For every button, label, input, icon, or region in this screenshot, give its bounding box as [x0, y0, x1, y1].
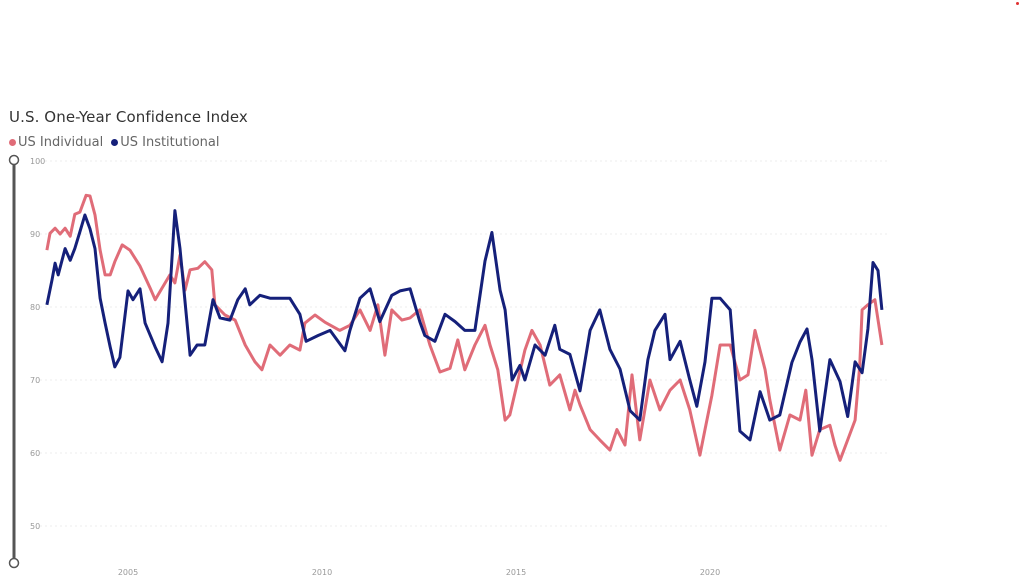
legend: US Individual US Institutional — [9, 135, 224, 150]
y-tick-label: 100 — [30, 157, 45, 166]
series-line-us-institutional[interactable] — [45, 209, 884, 442]
y-axis: 100 90 80 70 60 50 — [30, 157, 45, 531]
x-tick-label: 2020 — [700, 568, 720, 577]
legend-marker-icon — [9, 139, 16, 146]
legend-label: US Institutional — [120, 135, 220, 150]
series-line-us-individual[interactable] — [45, 193, 884, 462]
legend-item-us-individual[interactable]: US Individual — [9, 135, 103, 150]
chart-title: U.S. One-Year Confidence Index — [9, 108, 248, 126]
x-axis: 2005 2010 2015 2020 — [118, 568, 720, 577]
x-tick-label: 2005 — [118, 568, 138, 577]
zoom-slider-bottom-handle[interactable] — [8, 557, 20, 569]
legend-marker-icon — [111, 139, 119, 146]
x-tick-label: 2010 — [312, 568, 332, 577]
x-tick-label: 2015 — [506, 568, 526, 577]
corner-indicator-dot — [1016, 2, 1019, 5]
gridlines — [40, 160, 890, 527]
zoom-slider-top-handle[interactable] — [8, 154, 20, 166]
y-tick-label: 90 — [30, 230, 40, 239]
y-tick-label: 60 — [30, 449, 40, 458]
zoom-slider[interactable] — [8, 154, 20, 569]
legend-item-us-institutional[interactable]: US Institutional — [111, 135, 220, 150]
y-tick-label: 50 — [30, 522, 40, 531]
legend-label: US Individual — [18, 135, 104, 150]
y-tick-label: 70 — [30, 376, 40, 385]
series-lines — [45, 193, 884, 462]
y-tick-label: 80 — [30, 303, 40, 312]
